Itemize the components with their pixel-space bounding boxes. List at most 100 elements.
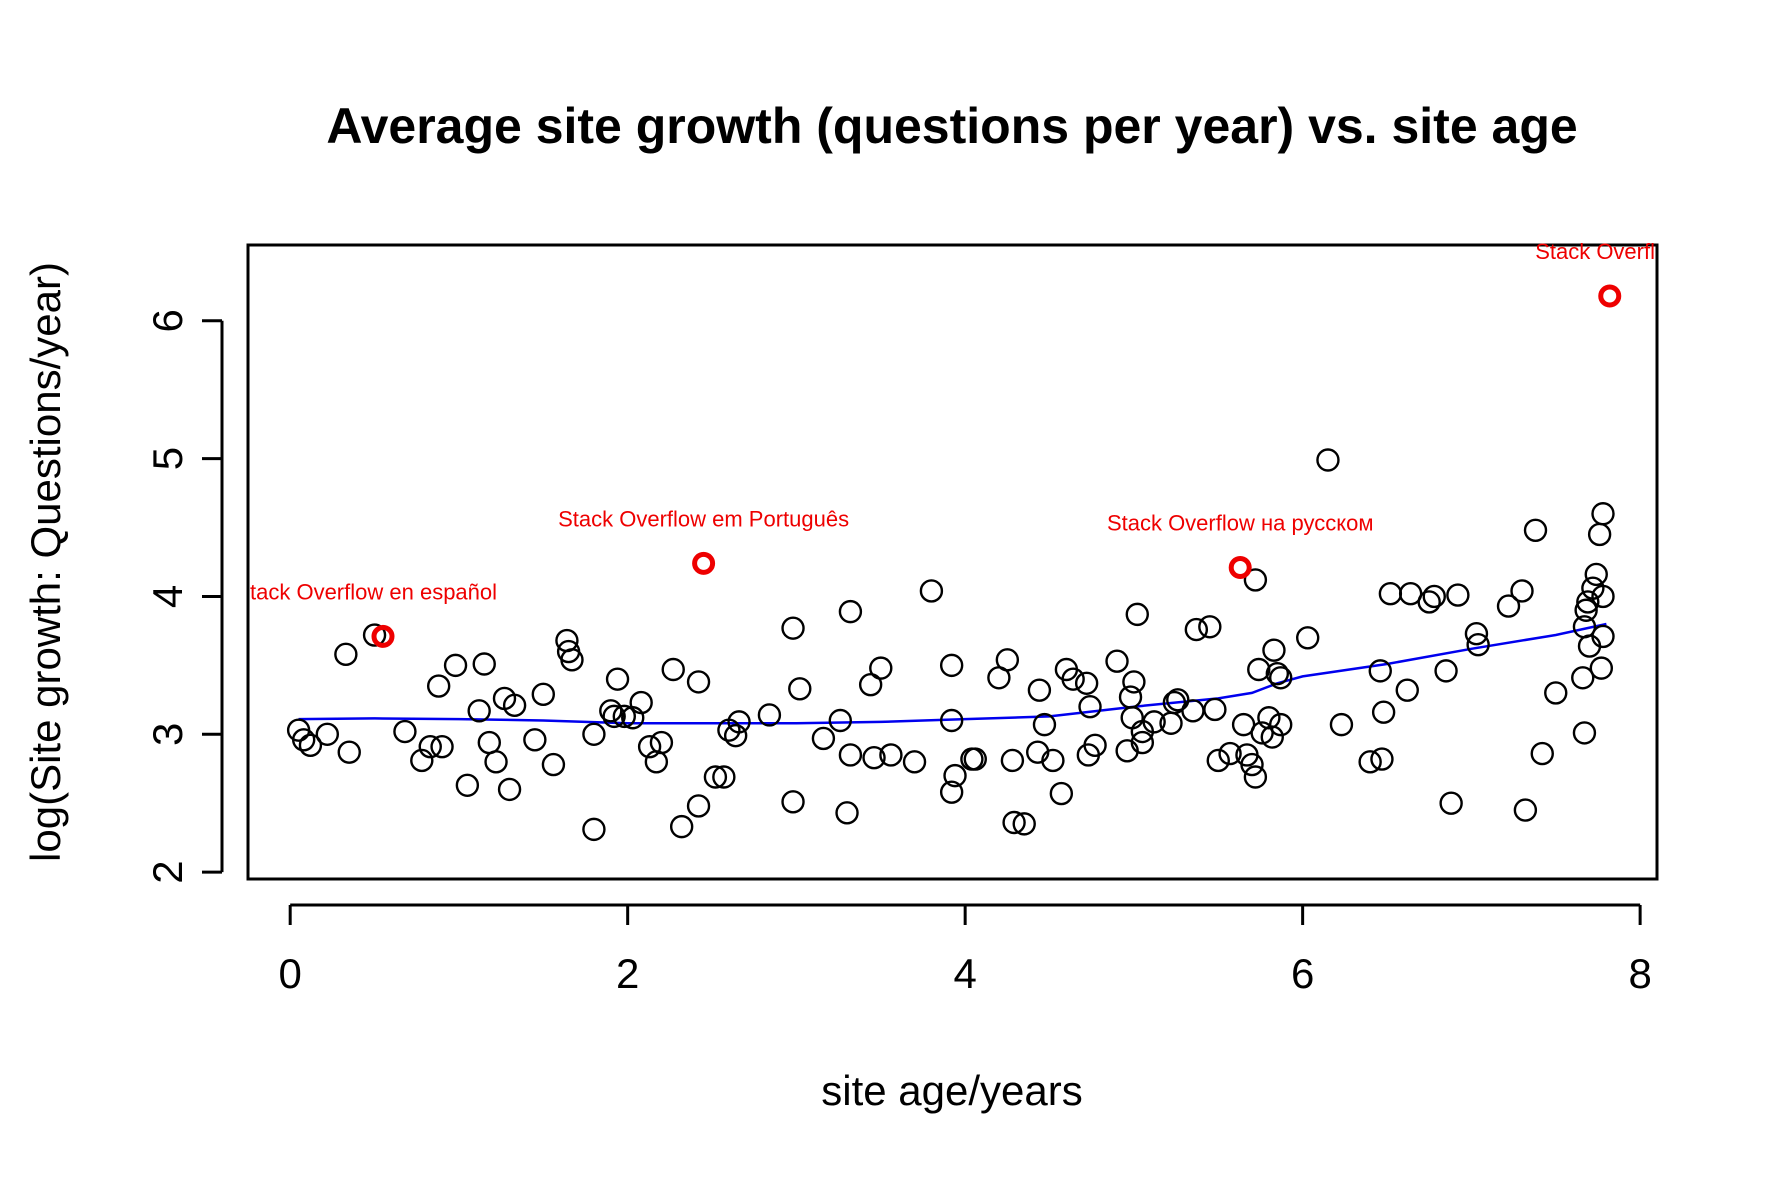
data-point — [1032, 712, 1057, 737]
data-point — [902, 750, 927, 774]
data-point — [1589, 656, 1614, 680]
data-point — [1371, 700, 1396, 724]
y-tick-label: 2 — [144, 860, 191, 883]
data-point — [1523, 518, 1548, 542]
data-point — [1074, 671, 1099, 695]
data-point — [602, 704, 626, 729]
data-point — [418, 734, 442, 759]
data-point — [1370, 747, 1394, 771]
data-point — [531, 682, 555, 707]
x-tick-label: 8 — [1628, 950, 1651, 997]
data-point — [1184, 617, 1209, 642]
data-point — [1027, 678, 1052, 702]
data-point — [943, 763, 967, 788]
data-point — [1446, 583, 1470, 607]
data-point — [1464, 621, 1489, 646]
data-point — [1513, 798, 1538, 822]
data-point — [811, 726, 836, 751]
data-point — [1166, 688, 1190, 712]
data-point — [1417, 590, 1441, 614]
point-annotation: Stack Overflow на русском — [1107, 511, 1374, 536]
data-point — [879, 743, 903, 767]
data-point — [995, 648, 1020, 672]
data-point — [858, 672, 883, 697]
data-point — [1584, 562, 1608, 587]
data-point — [497, 777, 522, 802]
data-point — [1530, 741, 1554, 766]
data-point — [1269, 666, 1293, 690]
x-tick-label: 6 — [1291, 950, 1314, 997]
data-point — [1049, 781, 1074, 806]
data-point — [1181, 699, 1205, 723]
data-point — [315, 722, 340, 746]
data-point — [443, 653, 468, 678]
highlighted-point — [1228, 556, 1252, 580]
data-point — [661, 657, 685, 682]
data-point — [541, 752, 566, 777]
trend-line — [298, 622, 1607, 725]
point-annotation: Stack Overflow em Português — [558, 506, 849, 531]
data-point — [1576, 590, 1600, 614]
x-tick-label: 0 — [279, 950, 302, 997]
highlighted-point — [371, 624, 395, 648]
data-point — [637, 734, 662, 759]
data-point — [686, 794, 711, 818]
data-point — [1316, 448, 1340, 472]
data-point — [582, 817, 606, 842]
data-point — [1368, 659, 1392, 683]
data-point — [1260, 725, 1284, 749]
data-point — [393, 719, 417, 744]
data-point — [362, 623, 387, 647]
data-point — [869, 656, 893, 680]
data-point — [703, 765, 728, 789]
data-point — [1574, 598, 1598, 622]
x-tick-label: 2 — [616, 950, 639, 997]
data-point — [649, 730, 674, 755]
data-point — [599, 699, 623, 723]
chart-title: Average site growth (questions per year)… — [326, 98, 1577, 154]
data-point — [1439, 791, 1463, 815]
highlighted-point — [1598, 284, 1622, 308]
data-point — [1422, 584, 1446, 609]
data-point — [939, 653, 964, 678]
data-point — [1118, 685, 1143, 709]
data-point — [727, 710, 751, 734]
data-point — [472, 652, 496, 676]
data-point — [1571, 666, 1595, 690]
y-tick-label: 5 — [144, 447, 191, 470]
data-point — [502, 693, 527, 718]
data-point — [1203, 697, 1227, 722]
data-point — [1269, 712, 1293, 737]
x-axis-label: site age/years — [821, 1067, 1082, 1114]
data-point — [939, 780, 964, 804]
data-point — [1002, 810, 1026, 835]
data-point — [1496, 594, 1521, 618]
data-point — [426, 674, 451, 698]
data-point — [605, 667, 630, 691]
data-point — [337, 740, 361, 764]
data-point — [1061, 667, 1085, 691]
data-point — [1434, 659, 1458, 683]
data-point — [919, 579, 944, 603]
plot-frame — [246, 243, 1659, 881]
data-point — [1358, 750, 1382, 774]
data-point — [1012, 812, 1036, 836]
data-point — [1083, 733, 1107, 758]
data-point — [669, 814, 694, 839]
data-point — [291, 728, 316, 752]
data-point — [1262, 638, 1286, 662]
data-point — [757, 703, 782, 727]
data-point — [838, 599, 863, 624]
data-point — [629, 690, 653, 715]
data-point — [686, 670, 711, 694]
data-point — [723, 723, 748, 748]
data-point — [1206, 748, 1230, 773]
data-point — [1247, 657, 1271, 682]
data-point — [1105, 649, 1129, 673]
data-point — [1125, 602, 1149, 627]
point-annotation: Stack Overfl — [1535, 239, 1655, 264]
data-point — [788, 677, 812, 701]
data-point — [1591, 584, 1615, 609]
data-point — [1395, 678, 1419, 702]
data-point — [1240, 752, 1264, 777]
